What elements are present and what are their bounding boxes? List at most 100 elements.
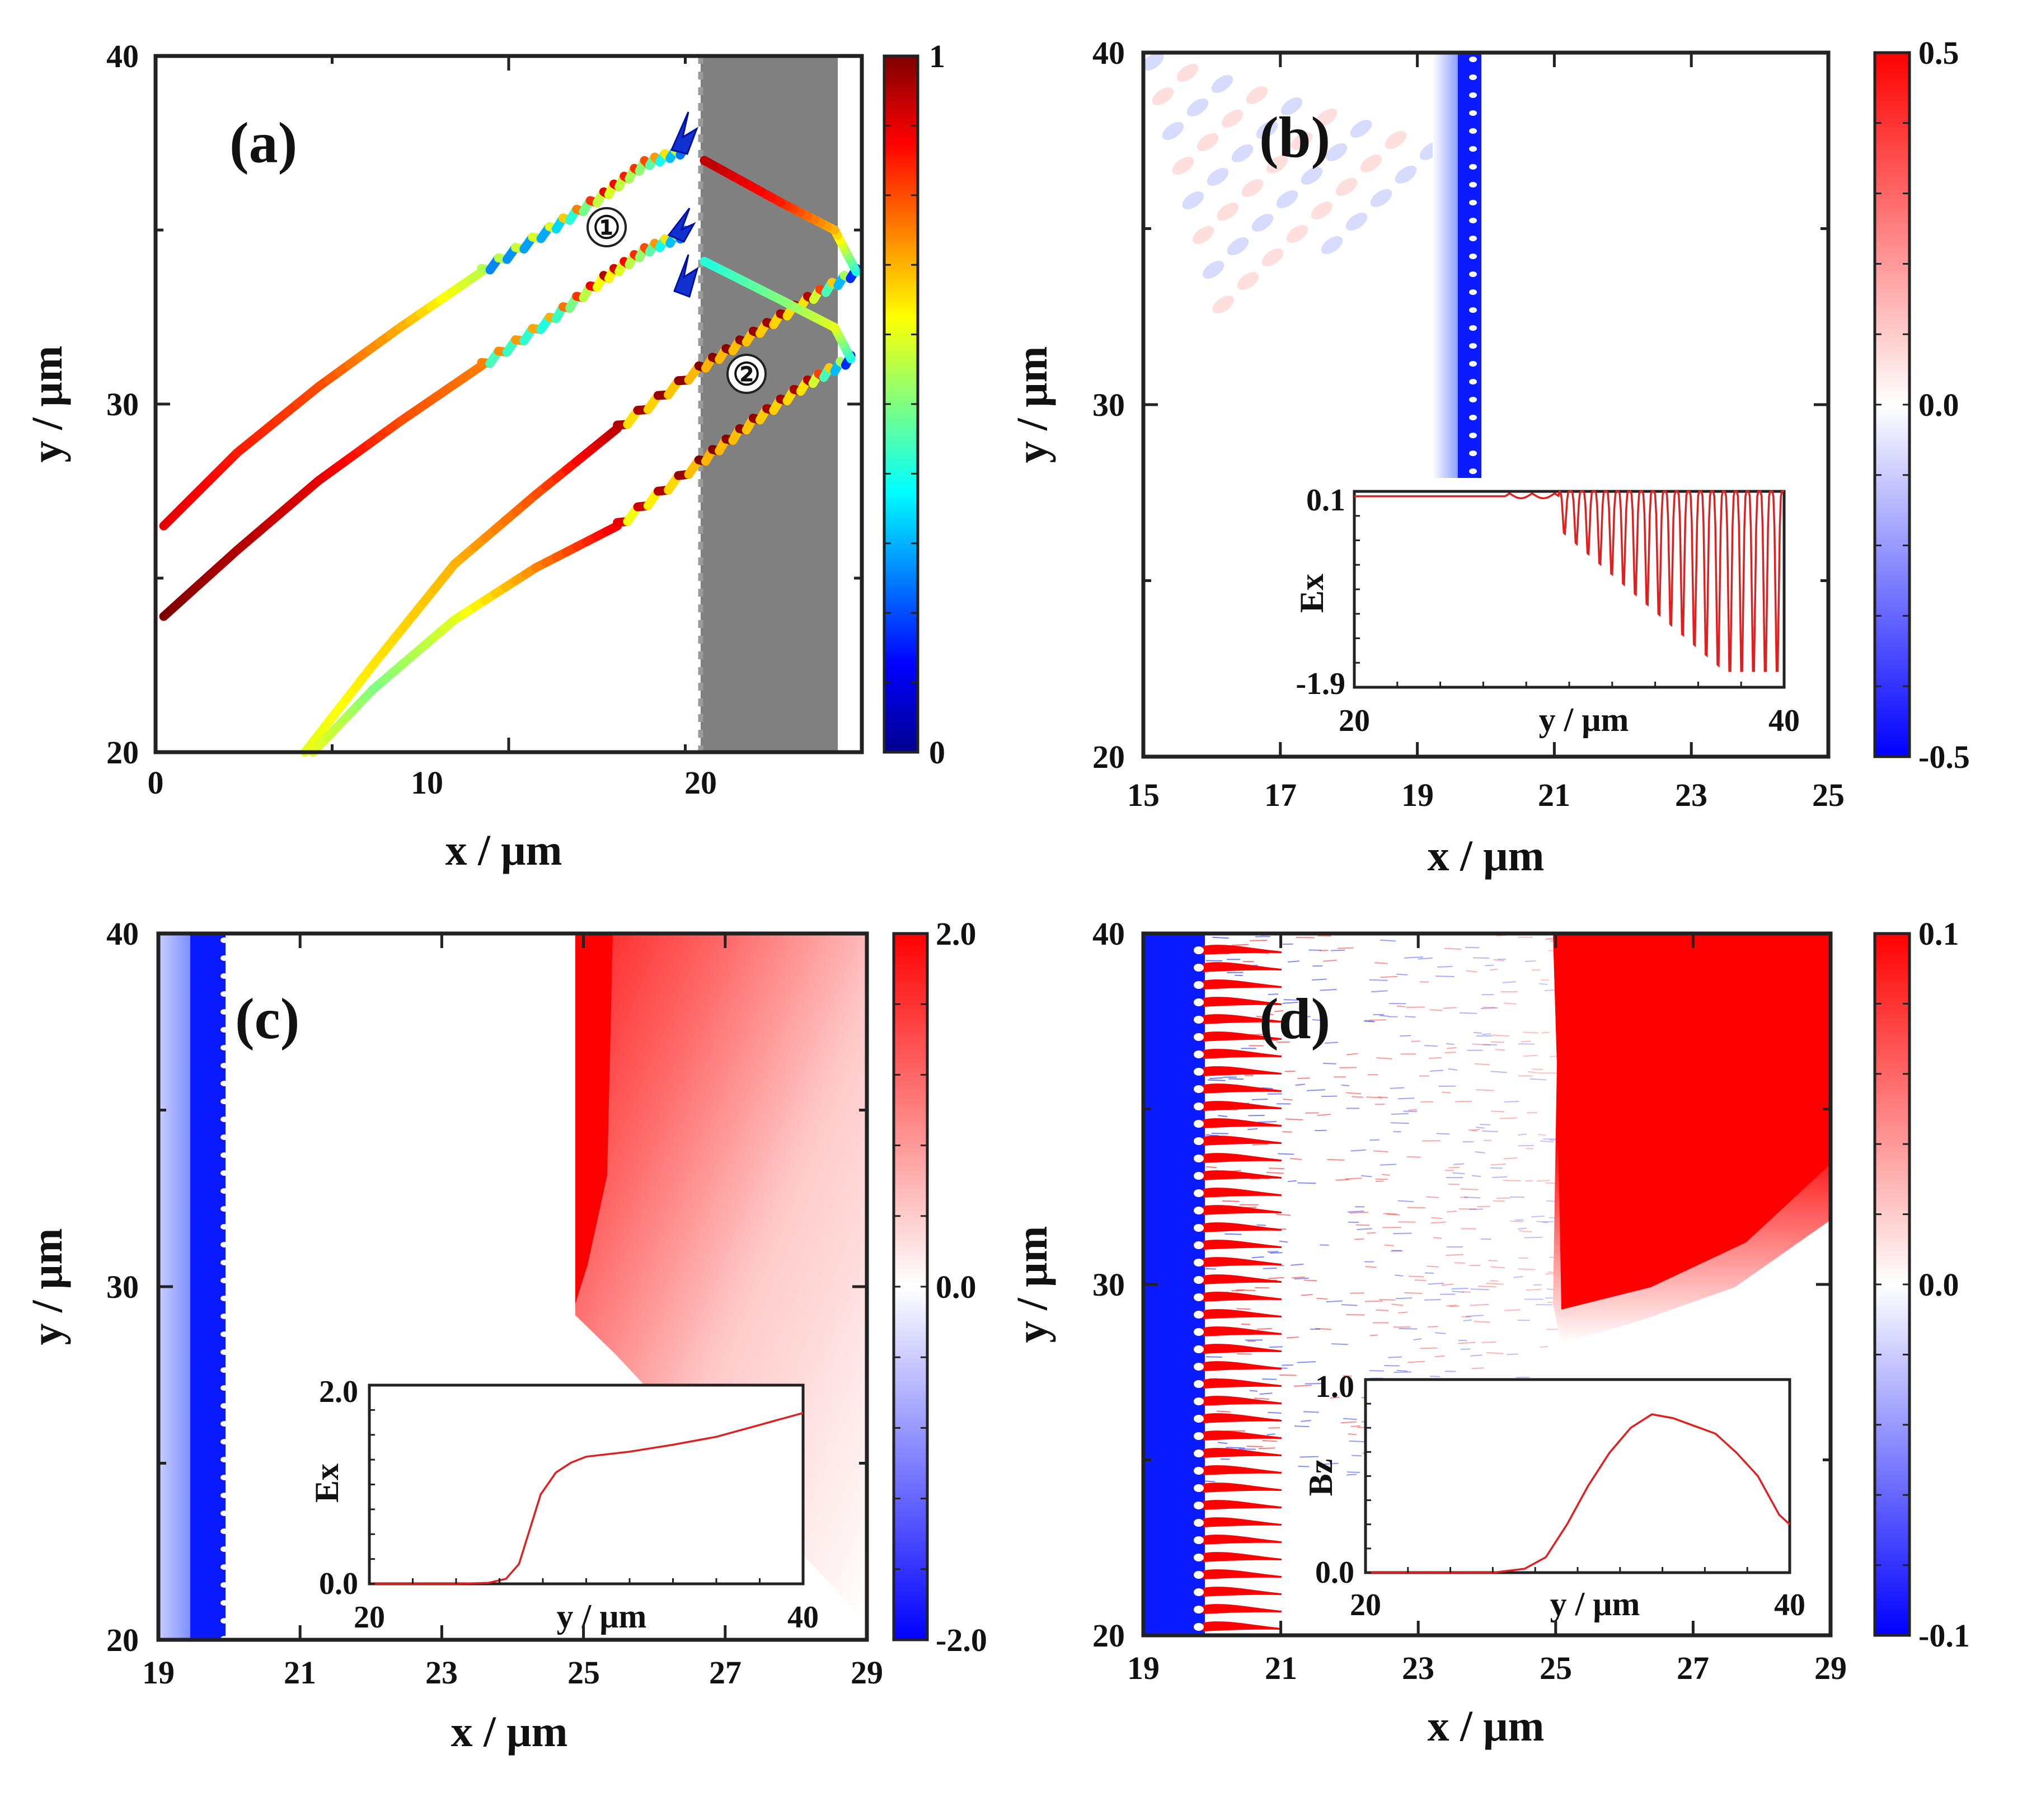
field-streak [1518, 1133, 1527, 1136]
field-streak [1426, 1196, 1439, 1198]
field-streak [1357, 1228, 1372, 1231]
field-streak [1531, 1215, 1545, 1218]
x-axis-title: x / μm [451, 1707, 568, 1756]
layer-dot [220, 955, 228, 961]
field-streak [1540, 1140, 1554, 1143]
trajectory-segment [602, 521, 622, 536]
x-tick-label: 21 [1265, 1650, 1297, 1686]
field-filament [1203, 979, 1282, 989]
layer-dot [1194, 1068, 1204, 1076]
field-streak [1263, 1267, 1277, 1269]
field-streak [1350, 1425, 1360, 1427]
layer-dot [1194, 964, 1204, 972]
field-streak [1246, 1446, 1263, 1447]
wave-blob [1301, 167, 1323, 185]
wave-blob [1276, 190, 1298, 208]
layer-dot [1469, 57, 1477, 62]
x-tick-label: 23 [425, 1654, 458, 1691]
colorbar-tick-label: -2.0 [936, 1622, 987, 1658]
layer-dot [1469, 397, 1477, 402]
layer-dot [1194, 1085, 1204, 1093]
layer-dot [220, 1385, 228, 1391]
layer-dot [220, 1600, 228, 1606]
field-streak [1427, 1265, 1439, 1268]
layer-dot [220, 1314, 228, 1319]
wave-blob [1385, 131, 1407, 149]
colorbar-tick-label: 0.0 [1918, 387, 1959, 423]
layer-dot [1469, 236, 1477, 241]
layer-dot [220, 1403, 228, 1409]
field-streak [1282, 1001, 1298, 1004]
field-streak [1373, 1150, 1388, 1153]
layer-dot [1469, 307, 1477, 313]
field-streak [1493, 959, 1505, 961]
layer-dot [1194, 1103, 1204, 1110]
x-tick-label: 17 [1264, 777, 1297, 813]
wave-blob [1321, 236, 1343, 254]
field-streak [1515, 1219, 1524, 1221]
layer-dot [1469, 433, 1477, 438]
field-streak [1288, 1180, 1297, 1183]
wave-blob [1186, 98, 1209, 116]
field-streak [1504, 1309, 1521, 1311]
field-filament [1203, 1136, 1282, 1146]
field-filament [1203, 1049, 1282, 1059]
colorbar-tick-label: 2.0 [936, 916, 977, 952]
inset-y-title: Ex [1293, 574, 1330, 613]
x-tick-label: 15 [1127, 777, 1160, 813]
field-streak [1490, 1280, 1498, 1282]
field-streak [1463, 1319, 1472, 1321]
field-streak [1350, 1149, 1367, 1152]
field-streak [1502, 981, 1516, 983]
layer-dot [1469, 128, 1477, 134]
field-streak [1256, 1224, 1266, 1226]
layer-dot [1194, 1345, 1204, 1353]
field-streak [1442, 1091, 1451, 1094]
field-streak [1446, 1305, 1457, 1307]
x-tick-label: 23 [1402, 1650, 1434, 1686]
layer-dot [220, 1618, 228, 1624]
field-filament [1203, 1448, 1282, 1458]
field-streak [1526, 1288, 1542, 1291]
field-filament [1203, 1309, 1282, 1319]
field-streak [1485, 964, 1494, 967]
field-streak [1364, 1020, 1374, 1022]
field-streak [1504, 1100, 1519, 1103]
field-filament [1203, 1500, 1282, 1510]
field-filament [1203, 1066, 1282, 1076]
layer-dot [1469, 325, 1477, 331]
field-streak [1335, 1179, 1350, 1181]
inset-y-tick: 1.0 [1315, 1369, 1354, 1404]
wave-blob [1192, 226, 1214, 244]
field-streak [1411, 1040, 1420, 1042]
field-streak [1278, 1153, 1294, 1155]
y-tick-label: 40 [106, 916, 139, 952]
field-streak [1262, 1378, 1277, 1380]
field-streak [1448, 1166, 1460, 1169]
wave-blob [1286, 225, 1308, 243]
annotation-1-circle [586, 207, 627, 247]
field-filament [1203, 1188, 1282, 1198]
inset-x-tick: 40 [787, 1600, 819, 1635]
field-streak [1476, 1126, 1485, 1129]
layer-dot [220, 1439, 228, 1444]
field-streak [1463, 1196, 1481, 1199]
field-streak [1495, 1049, 1505, 1051]
field-filament [1203, 1483, 1282, 1493]
field-streak [1435, 975, 1454, 977]
field-streak [1226, 1447, 1245, 1449]
layer-dot [1194, 1502, 1204, 1509]
layer-dot [1194, 1623, 1204, 1631]
field-filaments [1194, 945, 1282, 1631]
field-streak [1436, 1133, 1449, 1135]
panel-a: ① ② 0 10 20 20 30 40 x / μm y / μm (a) 0… [22, 38, 945, 874]
wave-blob [1152, 87, 1174, 105]
inset-x-title: y / μm [1550, 1586, 1640, 1622]
field-streak [1429, 1070, 1444, 1072]
field-filament [1203, 1240, 1282, 1250]
inset-y-tick: 0.0 [1315, 1555, 1354, 1590]
field-streak [1424, 1045, 1438, 1047]
y-tick-label: 20 [106, 734, 139, 771]
wave-blob [1315, 109, 1338, 126]
inset-x-tick: 20 [1350, 1588, 1381, 1622]
